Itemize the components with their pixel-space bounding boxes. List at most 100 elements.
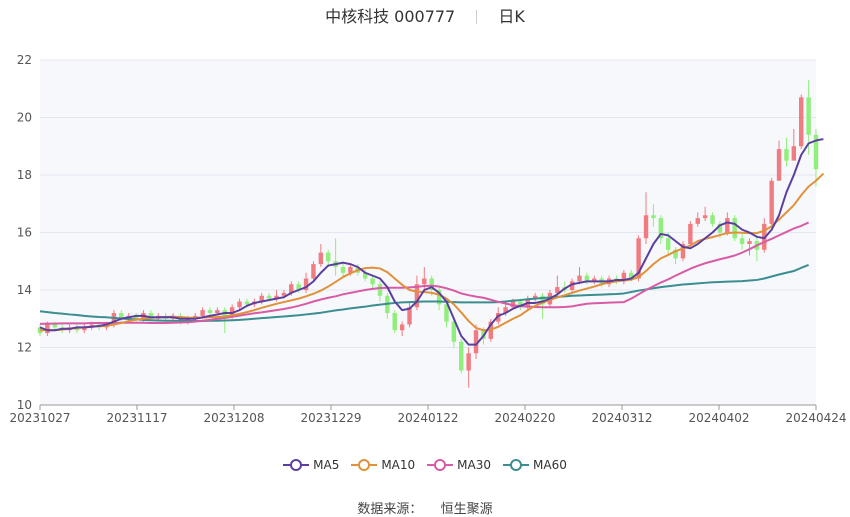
candle-body: [784, 149, 789, 161]
y-tick-label: 12: [17, 341, 32, 355]
legend-swatch: [283, 459, 310, 471]
candle-body: [651, 215, 656, 219]
candle-body: [473, 330, 479, 354]
ma60-line: [39, 264, 809, 323]
y-tick-label: 18: [17, 168, 32, 182]
candle-body: [244, 301, 250, 305]
candle-body: [326, 252, 331, 262]
candle-body: [370, 278, 375, 285]
candle-body: [739, 238, 745, 244]
legend-swatch: [427, 459, 454, 471]
candle-body: [399, 324, 405, 331]
candle-body: [577, 275, 582, 282]
legend-label: MA10: [381, 458, 416, 472]
legend-swatch: [503, 459, 530, 471]
x-tick-label: 20240402: [688, 411, 749, 425]
candle-body: [665, 238, 671, 250]
candle-body: [680, 244, 686, 259]
candle-body: [311, 264, 316, 279]
x-tick-label: 20231208: [203, 411, 264, 425]
x-tick-label: 20240122: [397, 411, 458, 425]
candle-body: [673, 249, 678, 259]
y-tick-label: 14: [17, 283, 32, 297]
ma30-line: [39, 221, 810, 325]
candle-body: [725, 218, 730, 233]
candle-body: [451, 321, 457, 342]
candle-body: [133, 315, 139, 319]
legend-label: MA30: [457, 458, 492, 472]
candle-body: [629, 272, 634, 279]
candle-body: [806, 97, 811, 135]
candle-body: [422, 278, 427, 285]
candle-body: [621, 272, 627, 282]
candle-body: [702, 215, 708, 219]
candle-body: [769, 180, 774, 224]
candle-body: [717, 223, 723, 233]
candle-body: [362, 272, 368, 279]
candle-body: [377, 284, 383, 296]
candle-body: [776, 149, 782, 181]
y-tick-label: 22: [17, 53, 32, 67]
x-tick-label: 20240424: [785, 411, 846, 425]
legend-item-ma60[interactable]: MA60: [503, 458, 567, 472]
candle-body: [340, 267, 346, 273]
candle-body: [592, 278, 597, 282]
chart-header: 中核科技 000777 日K: [0, 5, 850, 29]
legend-item-ma5[interactable]: MA5: [283, 458, 339, 472]
ma5-line: [39, 138, 824, 346]
legend-item-ma30[interactable]: MA30: [427, 458, 491, 472]
candle-body: [732, 218, 737, 239]
candle-body: [436, 290, 442, 305]
candle-body: [148, 313, 154, 319]
source-label: 数据来源：: [357, 502, 423, 517]
candle-body: [695, 218, 700, 224]
candle-body: [459, 341, 464, 371]
candle-body: [318, 252, 324, 265]
candle-body: [237, 301, 242, 308]
y-tick-label: 20: [17, 111, 32, 125]
candle-body: [266, 295, 272, 299]
candle-body: [813, 134, 819, 170]
candle-body: [791, 146, 797, 161]
candle-body: [289, 284, 294, 293]
candle-body: [444, 304, 449, 322]
source-value: 恒生聚源: [440, 502, 493, 517]
chart-legend: MA5 MA10 MA30 MA60: [0, 458, 850, 474]
candle-body: [710, 215, 715, 224]
candle-body: [584, 275, 590, 282]
legend-label: MA60: [533, 458, 567, 472]
candle-body: [296, 284, 301, 290]
x-tick-label: 20231027: [9, 411, 70, 425]
legend-swatch: [351, 459, 378, 471]
candle-body: [532, 295, 538, 299]
y-tick-label: 10: [17, 398, 32, 412]
stock-title: 中核科技 000777: [325, 7, 456, 26]
candle-body: [518, 301, 523, 308]
candle-body: [643, 215, 649, 239]
candle-body: [407, 307, 412, 325]
candle-body: [658, 218, 664, 239]
candle-body: [82, 327, 87, 331]
period-label: 日K: [498, 7, 525, 26]
candle-body: [200, 310, 205, 316]
candle-body: [569, 281, 575, 290]
candle-body: [747, 241, 752, 244]
candle-body: [215, 310, 220, 313]
legend-label: MA5: [313, 458, 340, 472]
candle-body: [555, 287, 560, 293]
candle-body: [503, 307, 508, 313]
candle-body: [259, 295, 264, 302]
title-divider: [476, 10, 478, 24]
candle-body: [119, 313, 124, 319]
data-source: 数据来源： 恒生聚源: [0, 498, 850, 517]
candle-body: [45, 324, 50, 334]
legend-item-ma10[interactable]: MA10: [351, 458, 415, 472]
candle-body: [392, 313, 397, 331]
candle-body: [429, 278, 434, 290]
x-tick-label: 20231117: [106, 411, 167, 425]
candle-body: [229, 307, 235, 316]
candle-body: [466, 353, 471, 371]
x-tick-label: 20240220: [494, 411, 555, 425]
x-tick-label: 20231229: [300, 411, 361, 425]
